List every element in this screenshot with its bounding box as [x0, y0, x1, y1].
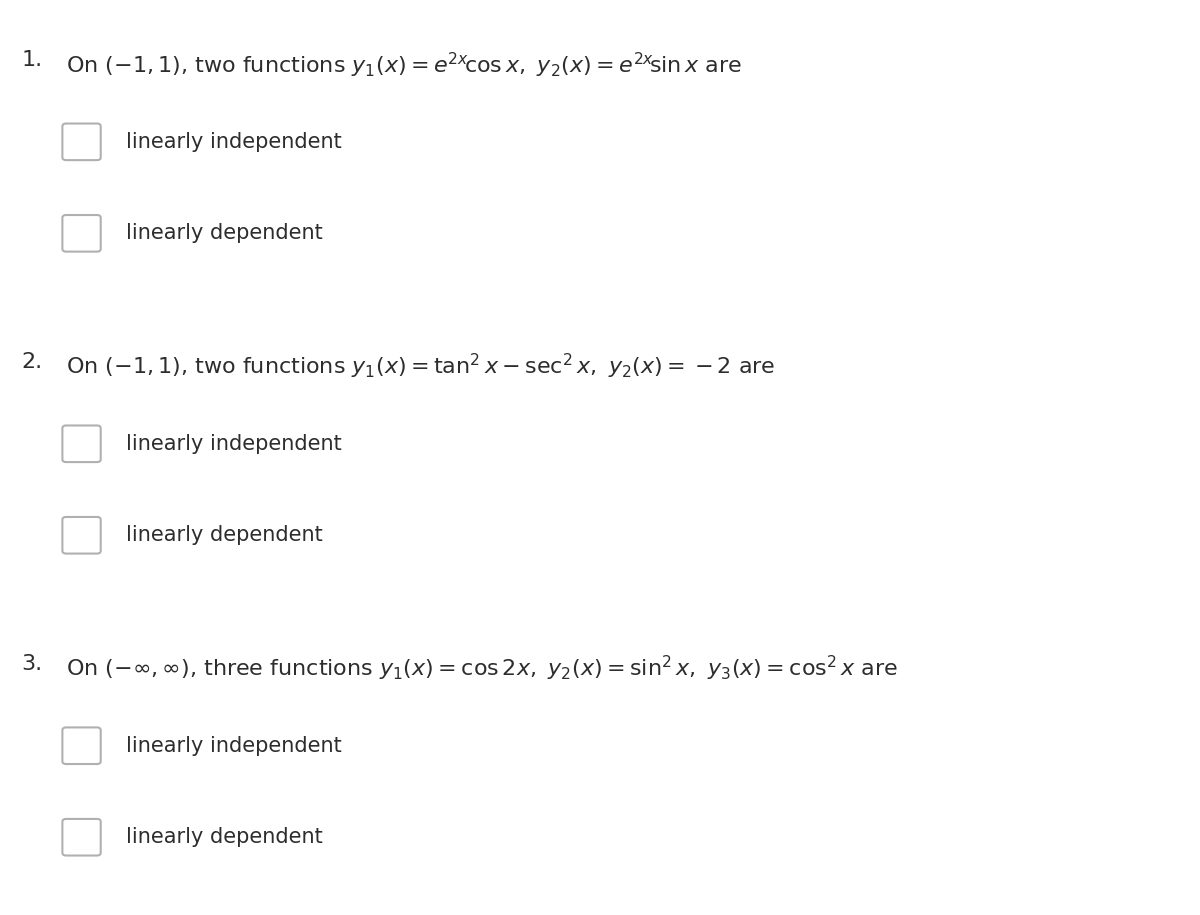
FancyBboxPatch shape	[62, 517, 101, 554]
Text: linearly independent: linearly independent	[126, 434, 342, 454]
FancyBboxPatch shape	[62, 425, 101, 462]
Text: On $(-\infty, \infty)$, three functions $y_1(x) = \cos 2x,\ y_2(x) = \sin^2 x,\ : On $(-\infty, \infty)$, three functions …	[66, 654, 898, 684]
FancyBboxPatch shape	[62, 819, 101, 856]
Text: linearly independent: linearly independent	[126, 736, 342, 756]
Text: linearly independent: linearly independent	[126, 132, 342, 152]
Text: 3.: 3.	[22, 654, 43, 674]
Text: On $(-1, 1)$, two functions $y_1(x) = e^{2x}\!\cos x,\ y_2(x) = e^{2x}\!\sin x$ : On $(-1, 1)$, two functions $y_1(x) = e^…	[66, 50, 742, 80]
Text: linearly dependent: linearly dependent	[126, 223, 323, 243]
Text: 1.: 1.	[22, 50, 43, 70]
FancyBboxPatch shape	[62, 727, 101, 764]
Text: On $(-1, 1)$, two functions $y_1(x) = \tan^2 x - \sec^2 x,\ y_2(x) = -2$ are: On $(-1, 1)$, two functions $y_1(x) = \t…	[66, 352, 775, 382]
Text: 2.: 2.	[22, 352, 43, 372]
FancyBboxPatch shape	[62, 124, 101, 160]
FancyBboxPatch shape	[62, 215, 101, 252]
Text: linearly dependent: linearly dependent	[126, 827, 323, 847]
Text: linearly dependent: linearly dependent	[126, 525, 323, 545]
